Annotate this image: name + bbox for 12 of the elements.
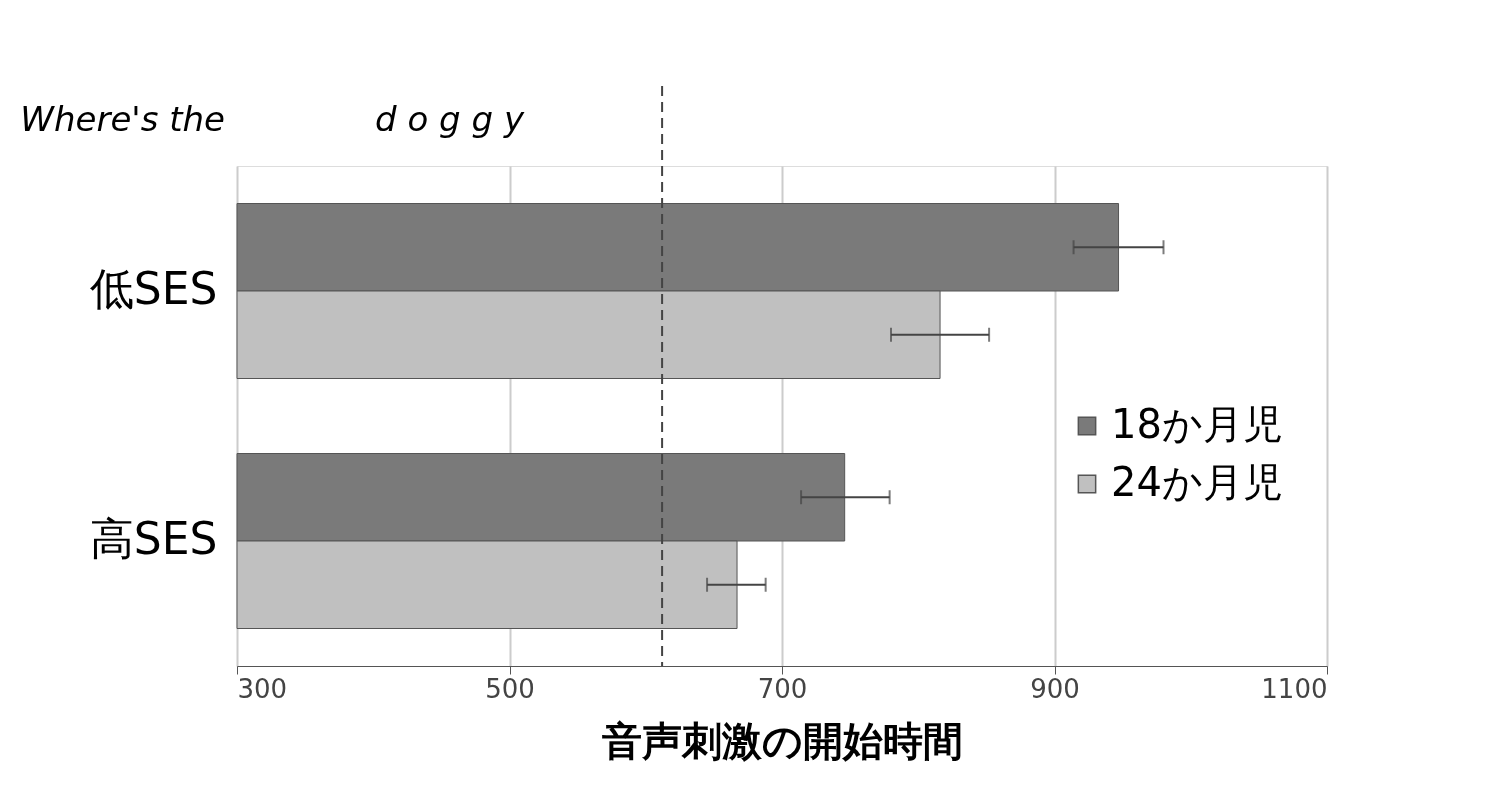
y-tick-label: 高SES: [89, 513, 218, 564]
legend-label: 18か月児: [1111, 401, 1283, 447]
text: d o g g y: [375, 99, 525, 139]
x-tick-label: 700: [757, 673, 808, 704]
x-axis-title: 音声刺激の開始時間: [602, 717, 963, 764]
y-tick-label: 低SES: [89, 263, 218, 314]
x-tick-label: 900: [1030, 673, 1080, 704]
text: Where's the: [20, 99, 225, 139]
x-tick-label: 1100: [1261, 673, 1328, 704]
x-tick-label: 300: [237, 673, 288, 704]
legend-label: 24か月児: [1111, 459, 1283, 505]
x-tick-label: 500: [485, 673, 535, 704]
